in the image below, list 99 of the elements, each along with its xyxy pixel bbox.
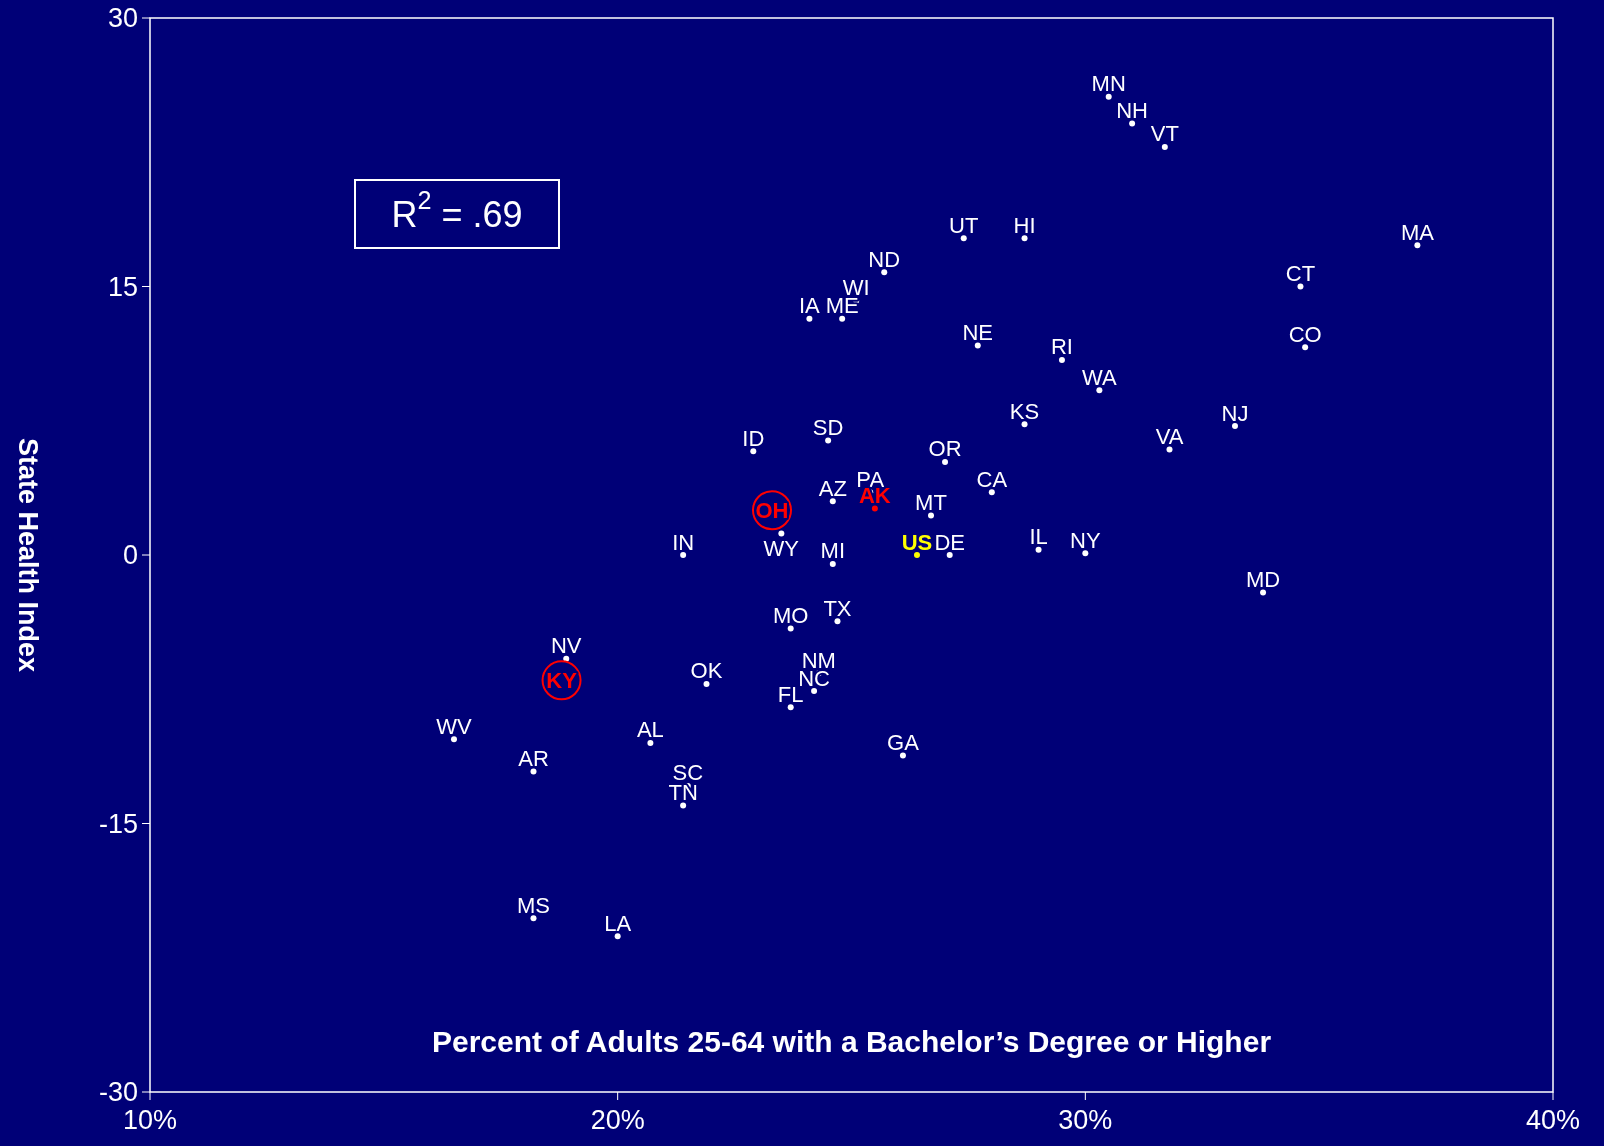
x-tick-label: 30%: [1058, 1105, 1113, 1135]
data-label: AR: [518, 746, 549, 772]
point: [530, 915, 537, 922]
data-label: MO: [772, 602, 809, 628]
point: [563, 655, 570, 662]
point: [834, 618, 841, 625]
point: [1082, 550, 1089, 557]
y-tick-label: -30: [98, 1077, 138, 1107]
point: [1297, 283, 1304, 290]
point: [1058, 356, 1065, 363]
y-tick-label: 30: [107, 3, 138, 33]
point: [530, 768, 537, 775]
point: [703, 680, 710, 687]
data-label: VT: [1150, 121, 1179, 147]
data-label: NH: [1116, 98, 1148, 124]
data-label: GA: [887, 729, 920, 755]
data-label: CO: [1288, 321, 1322, 347]
data-label: OK: [690, 658, 723, 684]
data-label: DE: [934, 529, 965, 555]
x-tick-label: 40%: [1525, 1105, 1581, 1135]
data-label: NJ: [1221, 400, 1249, 426]
data-label: WV: [436, 713, 473, 739]
data-label: MA: [1400, 219, 1435, 245]
data-label: MD: [1245, 567, 1281, 593]
point: [946, 552, 953, 558]
data-label: ND: [868, 246, 901, 272]
point: [1021, 421, 1028, 428]
point: [1021, 235, 1028, 242]
data-label: MN: [1091, 71, 1126, 97]
data-label: TX: [823, 595, 852, 621]
x-tick-label: 10%: [122, 1105, 178, 1135]
x-axis-title: Percent of Adults 25-64 with a Bachelor’s Degree or Higher: [431, 1025, 1272, 1058]
x-tick-label: 20%: [590, 1105, 645, 1135]
point: [750, 448, 757, 455]
point: [614, 933, 621, 940]
data-label: IL: [1029, 524, 1048, 550]
point: [881, 269, 888, 276]
y-tick-label: 15: [107, 271, 138, 302]
point: [960, 235, 967, 242]
data-label: NV: [550, 633, 582, 659]
point: [811, 688, 818, 695]
point: [1035, 546, 1042, 553]
point: [928, 512, 934, 519]
point: [1096, 387, 1103, 394]
data-label: NY: [1070, 527, 1101, 553]
data-label: OH: [755, 497, 789, 523]
annotation: R$^{2}$ = .69: [391, 186, 523, 235]
point: [1161, 143, 1168, 150]
point: [829, 560, 836, 567]
point: [787, 704, 794, 711]
point: [680, 802, 687, 809]
point: [1105, 93, 1112, 100]
point: [1231, 423, 1238, 430]
data-label: IN: [672, 529, 695, 555]
data-label: NE: [962, 320, 994, 346]
point: [1302, 344, 1309, 351]
point: [1260, 589, 1267, 596]
data-label: HI: [1013, 212, 1036, 238]
point: [787, 625, 794, 632]
data-label: WA: [1082, 364, 1117, 390]
data-label: SD: [812, 414, 844, 440]
data-label: VA: [1155, 423, 1184, 449]
y-tick-label: 0: [122, 540, 138, 570]
point: [806, 315, 813, 322]
data-label: WY: [763, 536, 800, 562]
data-label: AL: [636, 717, 664, 743]
data-label: MT: [915, 490, 947, 516]
point: [871, 505, 878, 512]
point: [1414, 242, 1421, 249]
data-label: IA: [799, 293, 821, 319]
data-label: MS: [516, 892, 550, 918]
point: [913, 552, 920, 558]
point: [974, 342, 981, 349]
point: [839, 315, 846, 322]
data-label: ID: [742, 425, 765, 451]
data-label: MI: [820, 538, 846, 564]
point: [829, 498, 836, 505]
data-label: UT: [949, 212, 979, 238]
data-label: RI: [1050, 334, 1073, 360]
point: [450, 736, 457, 743]
point: [1166, 446, 1173, 453]
data-label: AZ: [818, 475, 847, 501]
point: [899, 752, 906, 759]
point: [825, 437, 832, 444]
data-label: LA: [604, 910, 632, 936]
point: [680, 552, 687, 558]
point: [647, 739, 654, 746]
data-label: US: [901, 529, 933, 555]
data-label: CT: [1285, 261, 1316, 286]
point: [942, 458, 949, 465]
data-label: KS: [1009, 398, 1040, 424]
point: [1129, 120, 1136, 127]
data-label: KY: [546, 667, 578, 693]
y-tick-label: -15: [98, 808, 138, 839]
data-label: OR: [928, 436, 962, 462]
y-axis-title: State Health Index: [13, 437, 43, 673]
data-label: CA: [976, 466, 1008, 492]
point: [778, 530, 785, 537]
point: [988, 489, 995, 496]
